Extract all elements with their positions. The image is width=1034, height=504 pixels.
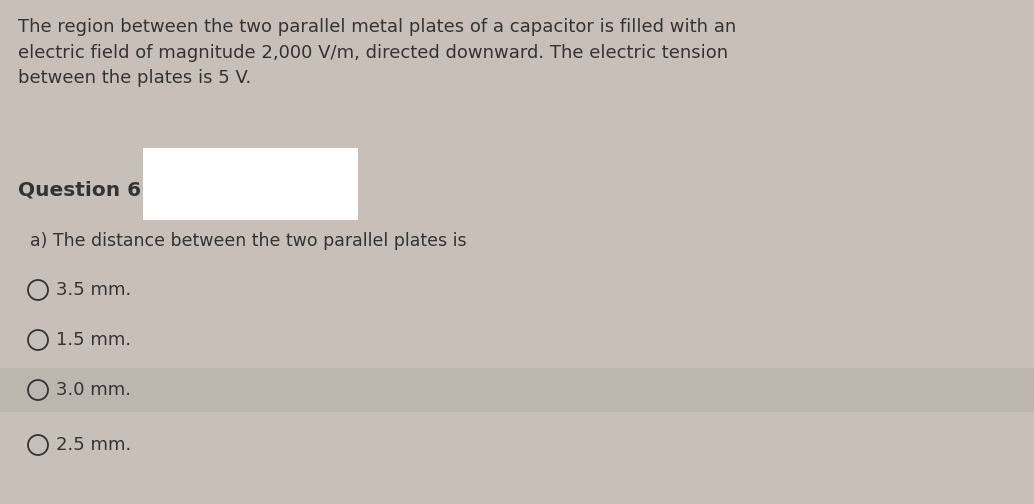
Text: 2.5 mm.: 2.5 mm. (56, 436, 131, 454)
Text: Question 6: Question 6 (18, 180, 141, 200)
FancyBboxPatch shape (143, 148, 358, 220)
Text: 1.5 mm.: 1.5 mm. (56, 331, 131, 349)
Text: 3.0 mm.: 3.0 mm. (56, 381, 131, 399)
Text: 3.5 mm.: 3.5 mm. (56, 281, 131, 299)
Text: The region between the two parallel metal plates of a capacitor is filled with a: The region between the two parallel meta… (18, 18, 736, 87)
FancyBboxPatch shape (0, 368, 1034, 412)
Text: a) The distance between the two parallel plates is: a) The distance between the two parallel… (30, 232, 466, 250)
